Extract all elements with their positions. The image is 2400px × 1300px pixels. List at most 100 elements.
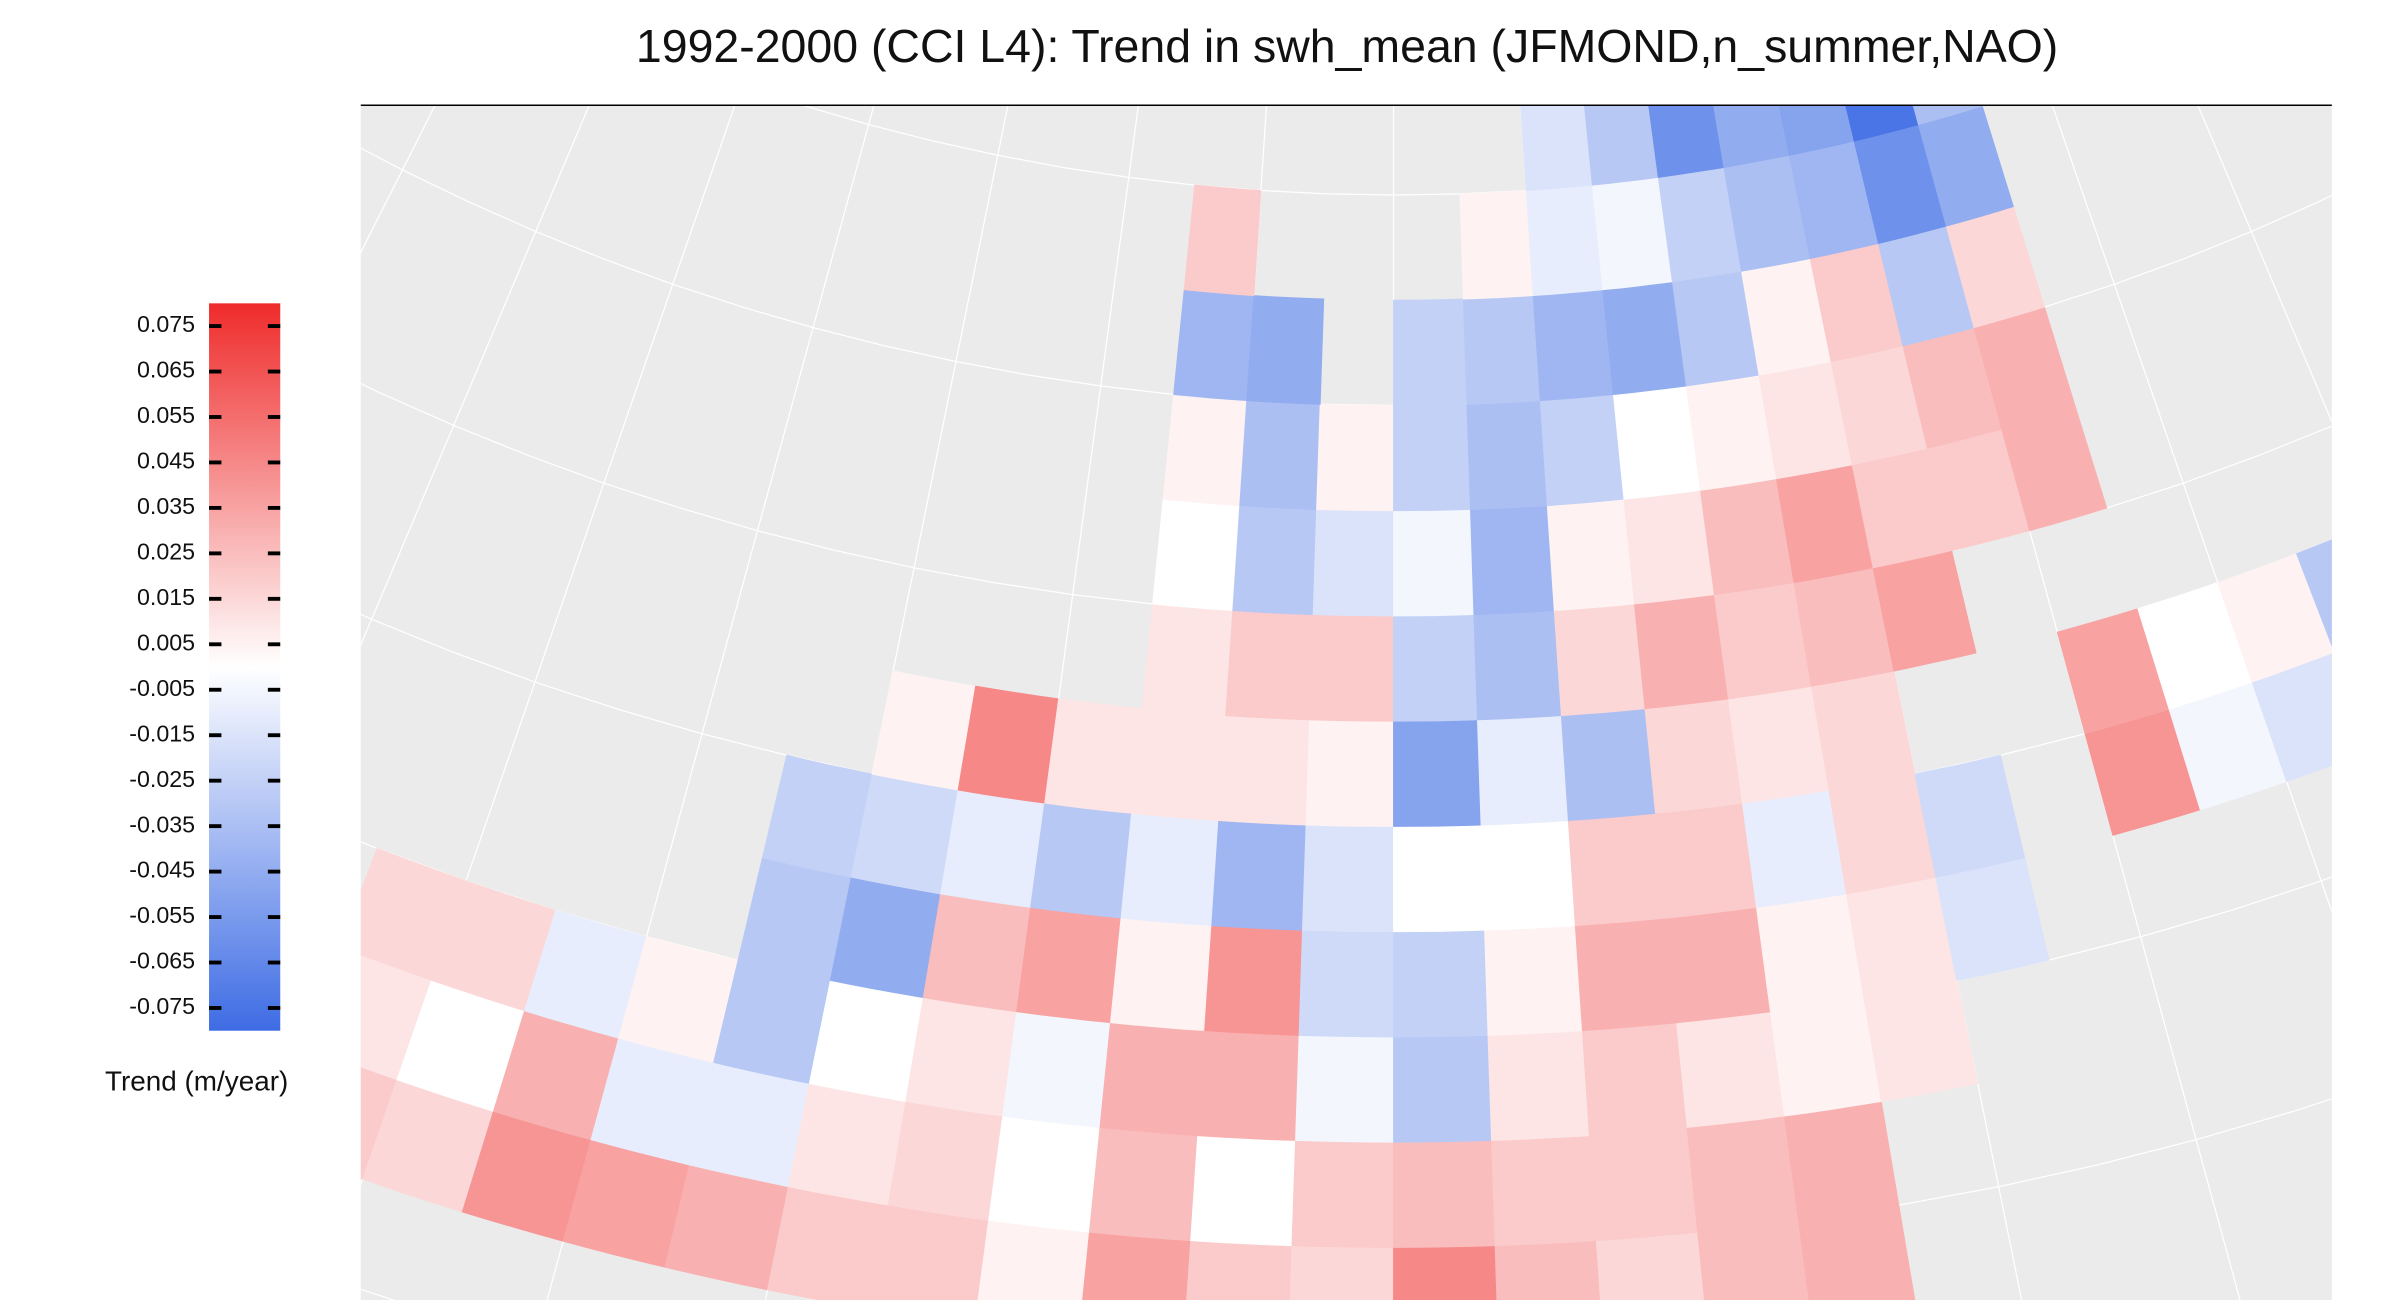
colorbar-tick-label: -0.035 bbox=[129, 811, 195, 837]
grid-cell bbox=[1588, 1126, 1699, 1242]
grid-cell bbox=[940, 789, 1046, 908]
grid-cell bbox=[1494, 1240, 1601, 1300]
grid-cell bbox=[1393, 1139, 1496, 1248]
grid-cell bbox=[1030, 802, 1133, 919]
chart-title: 1992-2000 (CCI L4): Trend in swh_mean (J… bbox=[636, 20, 2058, 72]
grid-cell bbox=[1778, 105, 1855, 156]
colorbar-tick-label: -0.005 bbox=[129, 675, 195, 701]
grid-cell bbox=[1648, 105, 1725, 178]
grid-cell bbox=[1211, 820, 1307, 931]
grid-cell bbox=[1480, 820, 1576, 931]
grid-cell bbox=[1393, 824, 1486, 933]
grid-cell bbox=[1393, 298, 1468, 406]
grid-cell bbox=[1393, 403, 1471, 512]
grid-cell bbox=[1312, 509, 1395, 617]
colorbar-ticks: 0.075 0.065 0.055 0.045 0.035 0.025 0.015 0.005… bbox=[129, 311, 281, 1019]
grid-cell bbox=[1204, 925, 1303, 1036]
grid-cell bbox=[2295, 539, 2332, 647]
grid-cell bbox=[871, 1204, 990, 1300]
grid-cell bbox=[1131, 708, 1227, 822]
grid-cell bbox=[1393, 929, 1489, 1038]
grid-cell bbox=[1044, 698, 1143, 814]
grid-cell bbox=[1525, 184, 1604, 297]
grid-cell bbox=[1016, 906, 1122, 1024]
grid-cell bbox=[1676, 1011, 1785, 1128]
grid-cell bbox=[1393, 1245, 1498, 1300]
colorbar-tick-label: 0.045 bbox=[137, 448, 195, 474]
grid-cell bbox=[1655, 802, 1758, 919]
grid-cell bbox=[1099, 1022, 1206, 1137]
colorbar-tick-label: -0.015 bbox=[129, 720, 195, 746]
grid-cell bbox=[1162, 393, 1248, 507]
grid-cell bbox=[887, 1100, 1004, 1221]
grid-cell bbox=[1783, 1100, 1900, 1221]
grid-cell bbox=[1186, 1240, 1293, 1300]
grid-cell bbox=[1316, 403, 1395, 512]
grid-cell bbox=[1713, 105, 1790, 168]
grid-cell bbox=[1769, 997, 1882, 1117]
colorbar-label: Trend (m/year) bbox=[105, 1066, 288, 1097]
colorbar-tick-label: 0.005 bbox=[137, 629, 195, 655]
grid-cell bbox=[1002, 1011, 1112, 1128]
grid-cell bbox=[1755, 893, 1865, 1013]
grid-cell bbox=[1141, 603, 1234, 717]
grid-cell bbox=[1633, 594, 1729, 710]
grid-cell bbox=[1567, 812, 1667, 927]
grid-cell bbox=[1295, 1034, 1395, 1143]
grid-cell bbox=[1298, 929, 1395, 1038]
grid-cell bbox=[1232, 505, 1318, 616]
grid-cell bbox=[1305, 719, 1395, 827]
grid-cell bbox=[1487, 1030, 1590, 1141]
grid-cell bbox=[1476, 715, 1569, 826]
grid-cell bbox=[1289, 1245, 1395, 1300]
grid-cell bbox=[977, 1219, 1090, 1300]
colorbar-tick-label: -0.045 bbox=[129, 857, 195, 883]
colorbar-tick-label: -0.065 bbox=[129, 948, 195, 974]
grid-cell bbox=[1218, 715, 1311, 826]
colorbar-tick-label: 0.025 bbox=[137, 539, 195, 565]
grid-cell bbox=[1183, 184, 1262, 297]
grid-cell bbox=[1393, 509, 1475, 617]
colorbar-tick-label: 0.035 bbox=[137, 493, 195, 519]
grid-cell bbox=[1473, 610, 1562, 721]
grid-cell bbox=[1393, 614, 1478, 722]
colorbar-tick-label: 0.075 bbox=[137, 311, 195, 337]
grid-cell bbox=[1560, 708, 1657, 822]
grid-cell bbox=[1225, 610, 1314, 721]
grid-cell bbox=[1574, 917, 1678, 1032]
grid-cell bbox=[1109, 917, 1213, 1032]
grid-cell bbox=[1082, 1231, 1192, 1300]
grid-cell bbox=[922, 893, 1032, 1013]
grid-cell bbox=[1393, 1034, 1493, 1143]
grid-cell bbox=[1532, 289, 1614, 402]
grid-cell bbox=[1520, 105, 1593, 192]
grid-cell bbox=[1553, 603, 1646, 717]
grid-cell bbox=[1727, 685, 1830, 804]
colorbar-tick-label: -0.075 bbox=[129, 993, 195, 1019]
grid-cell bbox=[1665, 906, 1771, 1024]
colorbar-tick-label: 0.015 bbox=[137, 584, 195, 610]
grid-cell bbox=[1546, 498, 1635, 612]
grid-cell bbox=[1459, 190, 1534, 300]
colorbar bbox=[209, 303, 281, 1031]
grid-cell bbox=[1612, 385, 1701, 500]
grid-cell bbox=[1644, 698, 1743, 814]
colorbar-tick-label: 0.065 bbox=[137, 357, 195, 383]
grid-cell bbox=[1741, 789, 1847, 908]
grid-cell bbox=[787, 1082, 907, 1206]
grid-cell bbox=[1120, 812, 1220, 927]
grid-cell bbox=[1484, 925, 1583, 1036]
grid-cell bbox=[808, 979, 924, 1102]
colorbar-tick-label: -0.025 bbox=[129, 766, 195, 792]
grid-cell bbox=[1152, 498, 1241, 612]
grid-cell bbox=[1686, 1115, 1799, 1233]
grid-cell bbox=[1595, 1231, 1705, 1300]
grid-cell bbox=[1912, 105, 1983, 126]
grid-cell bbox=[1602, 281, 1687, 395]
grid-cell bbox=[1581, 1022, 1688, 1137]
grid-cell bbox=[1088, 1126, 1199, 1242]
grid-cell bbox=[1470, 505, 1555, 616]
grid-cell bbox=[957, 685, 1060, 804]
grid-cell bbox=[1239, 400, 1321, 510]
